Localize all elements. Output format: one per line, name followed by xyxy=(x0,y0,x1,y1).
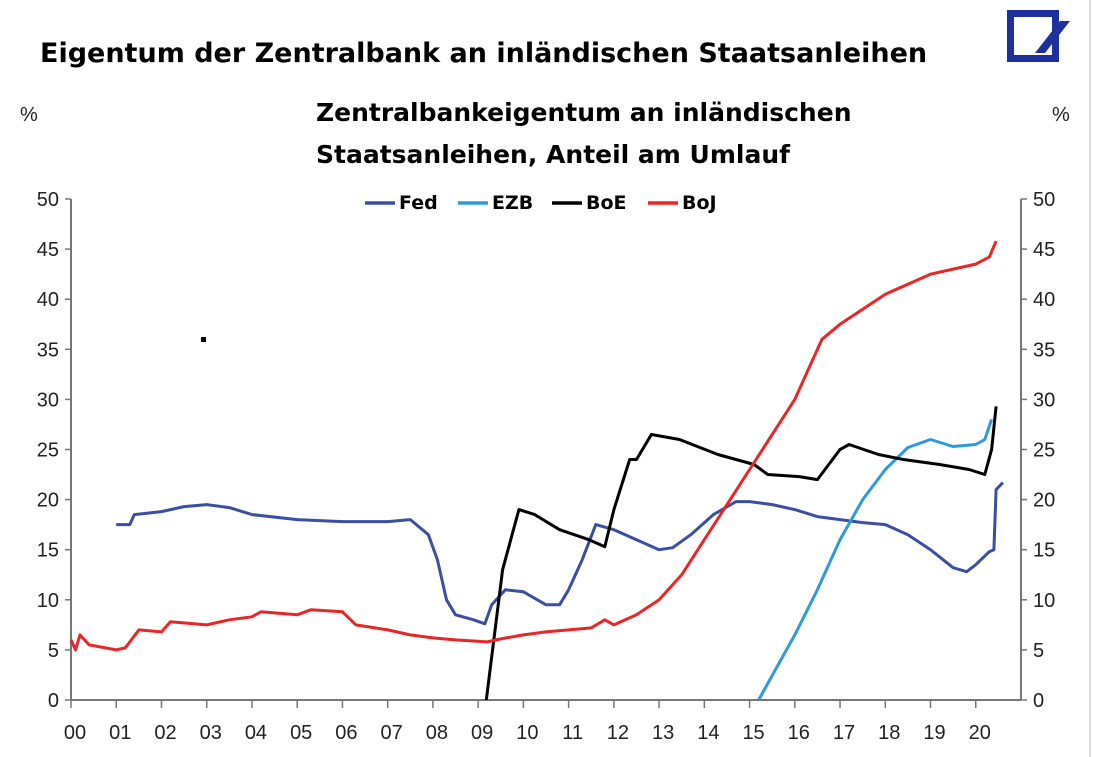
legend-label-ezb: EZB xyxy=(492,192,533,214)
series-line-fed xyxy=(116,481,1004,626)
y-tick-label-left: 50 xyxy=(37,189,59,211)
y-tick-label-right: 25 xyxy=(1033,440,1055,462)
x-tick-label: 04 xyxy=(245,722,267,744)
y-tick-label-left: 30 xyxy=(37,389,59,411)
x-tick-label: 18 xyxy=(878,722,900,744)
page-title: Eigentum der Zentralbank an inländischen… xyxy=(40,38,928,69)
x-tick-label: 09 xyxy=(471,722,493,744)
x-tick-label: 02 xyxy=(154,722,176,744)
series-line-ezb xyxy=(757,418,994,701)
chart-title-line-1: Zentralbankeigentum an inländischen xyxy=(316,98,852,127)
legend-label-boe: BoE xyxy=(586,192,627,214)
x-tick-label: 10 xyxy=(516,722,538,744)
legend-label-boj: BoJ xyxy=(682,192,717,214)
x-tick-label: 15 xyxy=(742,722,764,744)
y-tick-label-left: 40 xyxy=(37,289,59,311)
stray-dot xyxy=(201,337,206,342)
x-tick-label: 20 xyxy=(969,722,991,744)
y-tick-label-left: 0 xyxy=(48,690,59,712)
y-tick-label-right: 15 xyxy=(1033,540,1055,562)
series-line-boe xyxy=(484,406,998,701)
y-tick-label-right: 50 xyxy=(1033,189,1055,211)
x-tick-label: 19 xyxy=(923,722,945,744)
y-tick-label-left: 25 xyxy=(37,440,59,462)
x-tick-label: 07 xyxy=(381,722,403,744)
x-tick-label: 03 xyxy=(200,722,222,744)
deutsche-bank-logo xyxy=(1007,10,1071,62)
y-tick-label-right: 0 xyxy=(1033,690,1044,712)
x-tick-label: 06 xyxy=(335,722,357,744)
right-border xyxy=(1089,0,1091,757)
y-tick-label-right: 5 xyxy=(1033,640,1044,662)
x-tick-label: 13 xyxy=(652,722,674,744)
y-tick-label-left: 15 xyxy=(37,540,59,562)
y-tick-label-right: 30 xyxy=(1033,389,1055,411)
x-tick-label: 01 xyxy=(109,722,131,744)
y-tick-label-left: 5 xyxy=(48,640,59,662)
chart-title-line-2: Staatsanleihen, Anteil am Umlauf xyxy=(316,140,791,169)
y-right-unit: % xyxy=(1052,104,1070,126)
series-line-boj xyxy=(69,240,998,652)
x-tick-label: 08 xyxy=(426,722,448,744)
x-tick-label: 14 xyxy=(697,722,719,744)
chart-title: Zentralbankeigentum an inländischen Staa… xyxy=(316,92,852,176)
y-tick-label-left: 20 xyxy=(37,490,59,512)
y-tick-label-right: 20 xyxy=(1033,490,1055,512)
y-tick-label-right: 40 xyxy=(1033,289,1055,311)
x-tick-label: 00 xyxy=(64,722,86,744)
x-tick-label: 05 xyxy=(290,722,312,744)
x-tick-label: 12 xyxy=(607,722,629,744)
y-tick-label-left: 10 xyxy=(37,590,59,612)
y-left-unit: % xyxy=(20,104,38,126)
y-tick-label-left: 35 xyxy=(37,339,59,361)
y-tick-label-left: 45 xyxy=(37,239,59,261)
y-tick-label-right: 10 xyxy=(1033,590,1055,612)
x-tick-label: 16 xyxy=(788,722,810,744)
y-tick-label-right: 35 xyxy=(1033,339,1055,361)
legend-label-fed: Fed xyxy=(399,192,438,214)
x-tick-label: 17 xyxy=(833,722,855,744)
x-tick-label: 11 xyxy=(562,722,583,744)
y-tick-label-right: 45 xyxy=(1033,239,1055,261)
